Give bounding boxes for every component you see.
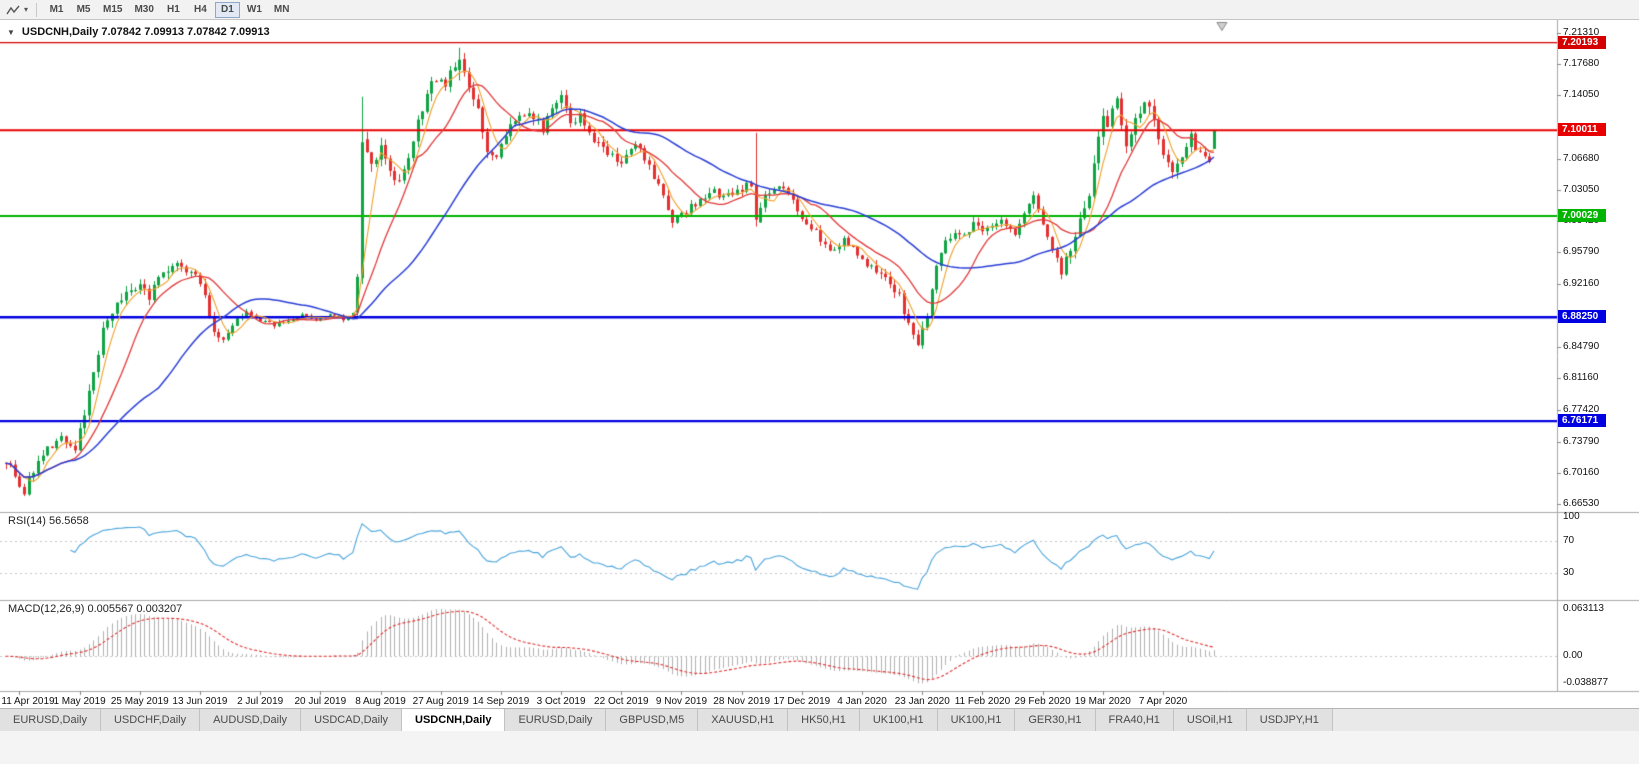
date-label: 17 Dec 2019 — [773, 696, 831, 707]
chart-tab-usdchf-daily[interactable]: USDCHF,Daily — [100, 709, 201, 731]
price-level-badge: 6.88250 — [1558, 310, 1606, 324]
chart-tab-eurusd-daily[interactable]: EURUSD,Daily — [0, 709, 101, 731]
date-label: 14 Sep 2019 — [472, 696, 530, 707]
price-tick-label: 7.17680 — [1563, 58, 1600, 70]
macd-zero-label: 0.00 — [1563, 650, 1583, 662]
date-label: 11 Feb 2020 — [954, 696, 1011, 707]
date-label: 27 Aug 2019 — [412, 696, 469, 707]
price-tick-label: 7.21310 — [1563, 27, 1600, 38]
rsi-level-label: 70 — [1563, 535, 1575, 546]
timeframe-button-W1[interactable]: W1 — [242, 2, 267, 18]
rsi-level-label: 30 — [1563, 567, 1575, 578]
price-tick-label: 6.84790 — [1563, 341, 1600, 352]
price-tick-label: 6.70160 — [1563, 466, 1600, 478]
chart-tabs-bar: EURUSD,Daily USDCHF,Daily AUDUSD,Daily USDC… — [0, 708, 1639, 731]
chart-tab-usdjpy-h1[interactable]: USDJPY,H1 — [1246, 709, 1333, 731]
timeframe-button-MN[interactable]: MN — [269, 2, 295, 18]
line-chart-tool-icon[interactable] — [4, 2, 22, 18]
chart-tab-audusd-daily[interactable]: AUDUSD,Daily — [200, 709, 302, 731]
chart-tab-usoil-h1[interactable]: USOil,H1 — [1173, 709, 1247, 731]
date-label: 19 Mar 2020 — [1074, 696, 1131, 707]
date-label: 22 Oct 2019 — [594, 696, 649, 707]
price-tick-label: 6.73790 — [1563, 435, 1600, 447]
dropdown-caret-icon[interactable]: ▾ — [24, 5, 29, 14]
timeframe-toolbar: ▾ M1 M5 M15 M30 H1 H4 D1 W1 MN — [0, 0, 1639, 20]
chart-tab-usdcnh-daily[interactable]: USDCNH,Daily — [402, 709, 506, 731]
rsi-level-label: 100 — [1563, 511, 1580, 522]
date-label: 7 Apr 2020 — [1138, 696, 1188, 707]
chart-tab-eurusd-daily[interactable]: EURUSD,Daily — [505, 709, 607, 731]
timeframe-button-M5[interactable]: M5 — [71, 2, 96, 18]
chart-tab-uk100-h1[interactable]: UK100,H1 — [859, 709, 938, 731]
chart-area[interactable]: ▼ USDCNH,Daily 7.07842 7.09913 7.07842 7… — [0, 20, 1639, 708]
macd-min-label: -0.038877 — [1563, 677, 1609, 688]
price-level-badge: 7.00029 — [1558, 208, 1606, 222]
price-tick-label: 6.92160 — [1563, 277, 1600, 289]
date-label: 4 Jan 2020 — [837, 696, 887, 707]
date-label: 9 Nov 2019 — [655, 696, 708, 707]
date-label: 23 Jan 2020 — [894, 696, 950, 707]
date-label: 3 Oct 2019 — [536, 696, 586, 707]
price-tick-label: 6.81160 — [1563, 372, 1599, 384]
price-tick-label: 6.77420 — [1563, 404, 1600, 416]
date-label: 2 Jul 2019 — [237, 696, 284, 707]
toolbar-separator — [36, 2, 38, 17]
price-tick-label: 7.03050 — [1563, 184, 1600, 195]
date-label: 1 May 2019 — [53, 696, 106, 707]
chart-tab-gbpusd-m5[interactable]: GBPUSD,M5 — [606, 709, 699, 731]
date-label: 13 Jun 2019 — [172, 696, 228, 707]
date-label: 25 May 2019 — [110, 696, 169, 707]
timeframe-button-M30[interactable]: M30 — [129, 2, 158, 18]
chart-tab-ger30-h1[interactable]: GER30,H1 — [1015, 709, 1096, 731]
price-level-badge: 7.10011 — [1558, 123, 1606, 137]
candlestick-chart-canvas[interactable] — [0, 20, 1639, 708]
date-label: 29 Feb 2020 — [1014, 696, 1071, 707]
price-tick-label: 6.95790 — [1563, 246, 1600, 258]
macd-max-label: 0.063113 — [1563, 603, 1604, 614]
chart-tab-xauusd-h1[interactable]: XAUUSD,H1 — [698, 709, 789, 731]
timeframe-button-M15[interactable]: M15 — [98, 2, 127, 18]
timeframe-button-M1[interactable]: M1 — [44, 2, 69, 18]
price-level-badge: 7.20193 — [1558, 35, 1606, 49]
date-label: 8 Aug 2019 — [355, 696, 406, 707]
chart-tab-uk100-h1[interactable]: UK100,H1 — [937, 709, 1016, 731]
price-tick-label: 6.66530 — [1563, 498, 1600, 509]
date-label: 20 Jul 2019 — [294, 696, 347, 707]
timeframe-button-H1[interactable]: H1 — [161, 2, 186, 18]
price-tick-label: 7.14050 — [1563, 89, 1600, 101]
window-bottom-strip — [0, 731, 1639, 764]
date-label: 11 Apr 2019 — [1, 696, 55, 707]
chart-tab-usdcad-daily[interactable]: USDCAD,Daily — [301, 709, 403, 731]
timeframe-button-H4[interactable]: H4 — [188, 2, 213, 18]
chart-tab-fra40-h1[interactable]: FRA40,H1 — [1095, 709, 1174, 731]
price-tick-label: 7.06680 — [1563, 152, 1600, 164]
timeframe-button-D1[interactable]: D1 — [214, 1, 240, 18]
price-level-badge: 6.76171 — [1558, 414, 1606, 428]
chart-tab-hk50-h1[interactable]: HK50,H1 — [788, 709, 860, 731]
date-label: 28 Nov 2019 — [713, 696, 771, 707]
